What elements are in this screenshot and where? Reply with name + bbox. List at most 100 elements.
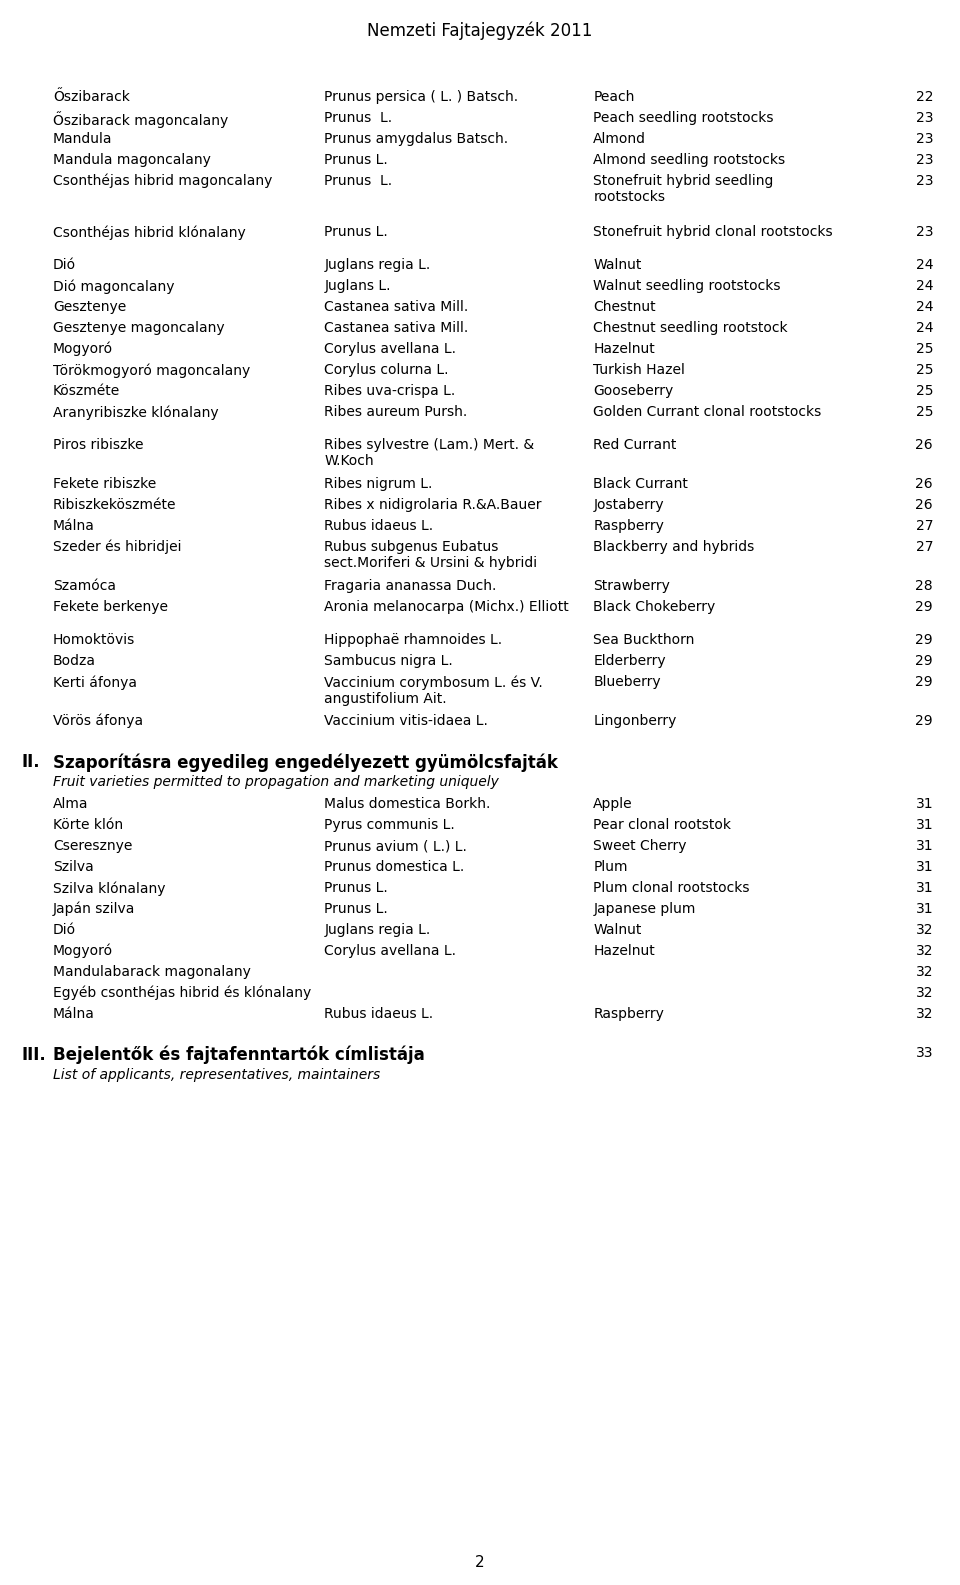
Text: Prunus L.: Prunus L. [324, 225, 388, 239]
Text: Black Chokeberry: Black Chokeberry [593, 601, 715, 613]
Text: Prunus persica ( L. ) Batsch.: Prunus persica ( L. ) Batsch. [324, 90, 518, 105]
Text: Mandula: Mandula [53, 132, 112, 146]
Text: Prunus  L.: Prunus L. [324, 174, 393, 189]
Text: Rubus idaeus L.: Rubus idaeus L. [324, 1006, 434, 1021]
Text: Körte klón: Körte klón [53, 818, 123, 832]
Text: Sambucus nigra L.: Sambucus nigra L. [324, 655, 453, 667]
Text: Prunus avium ( L.) L.: Prunus avium ( L.) L. [324, 838, 468, 853]
Text: Plum clonal rootstocks: Plum clonal rootstocks [593, 881, 750, 896]
Text: Lingonberry: Lingonberry [593, 713, 677, 728]
Text: Rubus subgenus Eubatus
sect.Moriferi & Ursini & hybridi: Rubus subgenus Eubatus sect.Moriferi & U… [324, 540, 538, 571]
Text: 29: 29 [916, 713, 933, 728]
Text: Csonthéjas hibrid magoncalany: Csonthéjas hibrid magoncalany [53, 174, 273, 189]
Text: Golden Currant clonal rootstocks: Golden Currant clonal rootstocks [593, 406, 822, 418]
Text: Málna: Málna [53, 518, 95, 533]
Text: 23: 23 [916, 132, 933, 146]
Text: 28: 28 [916, 579, 933, 593]
Text: Ribes x nidigrolaria R.&A.Bauer: Ribes x nidigrolaria R.&A.Bauer [324, 498, 542, 512]
Text: Pyrus communis L.: Pyrus communis L. [324, 818, 455, 832]
Text: 31: 31 [916, 797, 933, 812]
Text: Szeder és hibridjei: Szeder és hibridjei [53, 540, 181, 555]
Text: Szaporításra egyedileg engedélyezett gyümölcsfajták: Szaporításra egyedileg engedélyezett gyü… [53, 753, 558, 772]
Text: Őszibarack magoncalany: Őszibarack magoncalany [53, 111, 228, 128]
Text: Stonefruit hybrid clonal rootstocks: Stonefruit hybrid clonal rootstocks [593, 225, 833, 239]
Text: 32: 32 [916, 945, 933, 957]
Text: 26: 26 [916, 498, 933, 512]
Text: Gesztenye: Gesztenye [53, 300, 126, 314]
Text: Szilva: Szilva [53, 861, 93, 873]
Text: Blackberry and hybrids: Blackberry and hybrids [593, 540, 755, 555]
Text: Corylus avellana L.: Corylus avellana L. [324, 342, 457, 357]
Text: Mogyoró: Mogyoró [53, 342, 113, 357]
Text: 29: 29 [916, 675, 933, 689]
Text: Vaccinium vitis-idaea L.: Vaccinium vitis-idaea L. [324, 713, 489, 728]
Text: Gesztenye magoncalany: Gesztenye magoncalany [53, 322, 225, 334]
Text: Pear clonal rootstok: Pear clonal rootstok [593, 818, 732, 832]
Text: Japanese plum: Japanese plum [593, 902, 696, 916]
Text: Prunus domestica L.: Prunus domestica L. [324, 861, 465, 873]
Text: Hazelnut: Hazelnut [593, 342, 655, 357]
Text: Ribes sylvestre (Lam.) Mert. &
W.Koch: Ribes sylvestre (Lam.) Mert. & W.Koch [324, 437, 535, 468]
Text: Ribes nigrum L.: Ribes nigrum L. [324, 477, 433, 491]
Text: Almond seedling rootstocks: Almond seedling rootstocks [593, 154, 785, 166]
Text: Köszméte: Köszméte [53, 384, 120, 398]
Text: 29: 29 [916, 601, 933, 613]
Text: Csonthéjas hibrid klónalany: Csonthéjas hibrid klónalany [53, 225, 246, 239]
Text: Szilva klónalany: Szilva klónalany [53, 881, 165, 896]
Text: 27: 27 [916, 518, 933, 533]
Text: Gooseberry: Gooseberry [593, 384, 674, 398]
Text: 25: 25 [916, 342, 933, 357]
Text: 22: 22 [916, 90, 933, 105]
Text: Mandula magoncalany: Mandula magoncalany [53, 154, 210, 166]
Text: Black Currant: Black Currant [593, 477, 688, 491]
Text: 32: 32 [916, 1006, 933, 1021]
Text: Homoktövis: Homoktövis [53, 632, 135, 647]
Text: Juglans regia L.: Juglans regia L. [324, 922, 431, 937]
Text: Chestnut seedling rootstock: Chestnut seedling rootstock [593, 322, 788, 334]
Text: Törökmogyoró magoncalany: Törökmogyoró magoncalany [53, 363, 250, 377]
Text: Prunus L.: Prunus L. [324, 902, 388, 916]
Text: 25: 25 [916, 384, 933, 398]
Text: 32: 32 [916, 922, 933, 937]
Text: Sea Buckthorn: Sea Buckthorn [593, 632, 695, 647]
Text: 23: 23 [916, 225, 933, 239]
Text: Kerti áfonya: Kerti áfonya [53, 675, 137, 689]
Text: 25: 25 [916, 363, 933, 377]
Text: 31: 31 [916, 881, 933, 896]
Text: List of applicants, representatives, maintainers: List of applicants, representatives, mai… [53, 1068, 380, 1083]
Text: Hippophaë rhamnoides L.: Hippophaë rhamnoides L. [324, 632, 503, 647]
Text: Castanea sativa Mill.: Castanea sativa Mill. [324, 300, 468, 314]
Text: 29: 29 [916, 655, 933, 667]
Text: Corylus avellana L.: Corylus avellana L. [324, 945, 457, 957]
Text: 31: 31 [916, 838, 933, 853]
Text: Egyéb csonthéjas hibrid és klónalany: Egyéb csonthéjas hibrid és klónalany [53, 986, 311, 1000]
Text: Chestnut: Chestnut [593, 300, 656, 314]
Text: Turkish Hazel: Turkish Hazel [593, 363, 685, 377]
Text: Dió: Dió [53, 258, 76, 273]
Text: Peach: Peach [593, 90, 635, 105]
Text: Dió magoncalany: Dió magoncalany [53, 279, 175, 293]
Text: 26: 26 [916, 437, 933, 452]
Text: 31: 31 [916, 818, 933, 832]
Text: Blueberry: Blueberry [593, 675, 660, 689]
Text: Szamóca: Szamóca [53, 579, 116, 593]
Text: 27: 27 [916, 540, 933, 555]
Text: Bejelentők és fajtafenntartók címlistája: Bejelentők és fajtafenntartók címlistája [53, 1046, 424, 1065]
Text: Prunus L.: Prunus L. [324, 154, 388, 166]
Text: Corylus colurna L.: Corylus colurna L. [324, 363, 449, 377]
Text: Apple: Apple [593, 797, 633, 812]
Text: 25: 25 [916, 406, 933, 418]
Text: 31: 31 [916, 902, 933, 916]
Text: Prunus  L.: Prunus L. [324, 111, 393, 125]
Text: 23: 23 [916, 111, 933, 125]
Text: Prunus L.: Prunus L. [324, 881, 388, 896]
Text: Malus domestica Borkh.: Malus domestica Borkh. [324, 797, 491, 812]
Text: 2: 2 [475, 1555, 485, 1571]
Text: Almond: Almond [593, 132, 646, 146]
Text: Stonefruit hybrid seedling
rootstocks: Stonefruit hybrid seedling rootstocks [593, 174, 774, 204]
Text: 24: 24 [916, 300, 933, 314]
Text: 32: 32 [916, 965, 933, 980]
Text: Vaccinium corymbosum L. és V.
angustifolium Ait.: Vaccinium corymbosum L. és V. angustifol… [324, 675, 543, 705]
Text: Castanea sativa Mill.: Castanea sativa Mill. [324, 322, 468, 334]
Text: Jostaberry: Jostaberry [593, 498, 664, 512]
